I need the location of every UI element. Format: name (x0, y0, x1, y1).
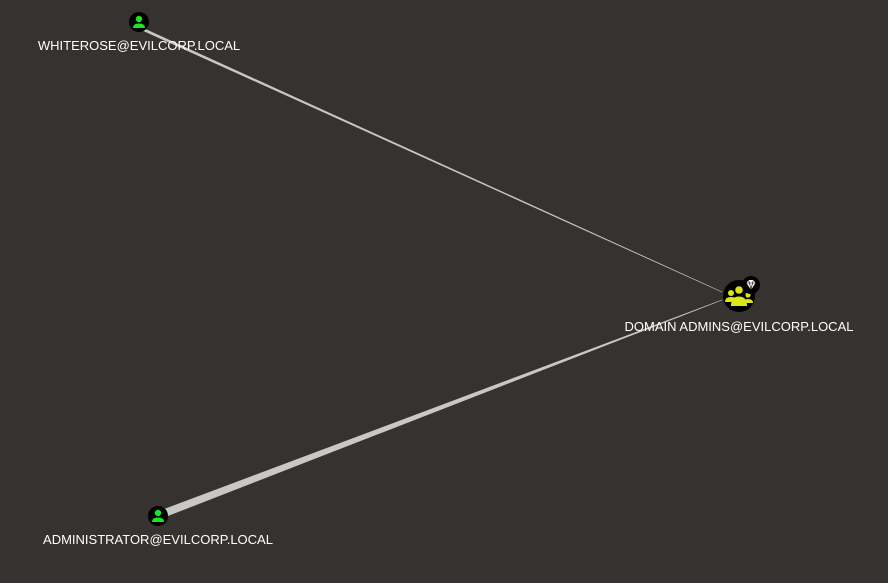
edge-whiterose-domain-admins[interactable] (135, 24, 723, 293)
node-label: WHITEROSE@EVILCORP.LOCAL (38, 38, 240, 53)
node-label: ADMINISTRATOR@EVILCORP.LOCAL (43, 532, 273, 547)
node-domain-admins[interactable]: DOMAIN ADMINS@EVILCORP.LOCAL (625, 276, 854, 334)
diamond-icon (742, 276, 760, 294)
user-icon (133, 15, 145, 28)
edges-layer (135, 24, 723, 519)
node-whiterose[interactable]: WHITEROSE@EVILCORP.LOCAL (38, 12, 240, 53)
node-administrator[interactable]: ADMINISTRATOR@EVILCORP.LOCAL (43, 506, 273, 547)
node-label: DOMAIN ADMINS@EVILCORP.LOCAL (625, 319, 854, 334)
group-icon (725, 286, 753, 306)
user-icon (152, 509, 164, 522)
